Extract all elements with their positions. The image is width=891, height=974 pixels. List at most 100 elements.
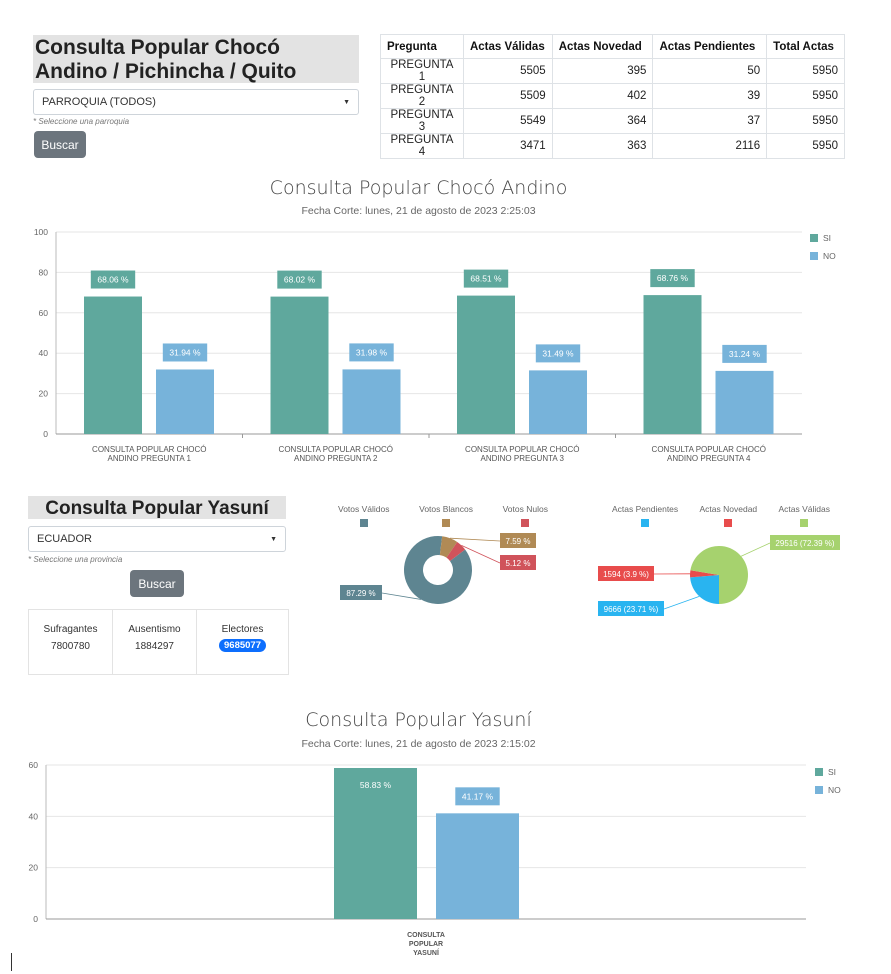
legend-item-nulos[interactable]: Votos Nulos (503, 504, 548, 532)
choco-search-button[interactable]: Buscar (34, 131, 86, 158)
choco-chart-subtitle: Fecha Corte: lunes, 21 de agosto de 2023… (301, 205, 536, 217)
y-tick-label: 0 (43, 429, 48, 439)
legend-item-si[interactable]: SI (810, 233, 836, 243)
stat-value: 7800780 (51, 641, 90, 652)
data-label-box (463, 269, 509, 288)
x-category-label: POPULAR (409, 941, 443, 948)
legend-swatch-blancos (442, 519, 451, 527)
donut-leader-line (450, 537, 501, 542)
actas-table: Pregunta Actas Válidas Actas Novedad Act… (380, 34, 845, 159)
table-cell: 5950 (766, 58, 845, 84)
provincia-select-value: ECUADOR (37, 533, 93, 545)
data-label-box (598, 601, 664, 616)
stat-ausentismo: Ausentismo 1884297 (113, 610, 197, 674)
y-tick-label: 0 (33, 914, 38, 924)
table-row: PREGUNTA 3 5549 364 37 5950 (380, 108, 845, 134)
legend-label: Votos Nulos (502, 504, 548, 514)
table-row: PREGUNTA 1 5505 395 50 5950 (380, 58, 845, 84)
data-label-box (722, 344, 767, 363)
stat-label: Sufragantes (43, 624, 98, 635)
stats-card: Sufragantes 7800780 Ausentismo 1884297 E… (28, 609, 289, 675)
legend-item-validos[interactable]: Votos Válidos (338, 504, 390, 532)
data-label: 68.02 % (284, 275, 316, 285)
legend-label: SI (828, 767, 837, 777)
stat-label: Electores (221, 624, 264, 635)
data-label: 31.24 % (729, 349, 761, 359)
status-badge: 9685077 (219, 639, 266, 652)
provincia-select[interactable]: ECUADOR ▼ (28, 526, 286, 552)
pie-slice (690, 570, 719, 578)
table-cell: 402 (551, 83, 654, 109)
bar-no (529, 370, 587, 434)
legend-label: Actas Pendientes (612, 504, 679, 514)
x-category-label: ANDINO PREGUNTA 4 (667, 454, 751, 463)
data-label: 29516 (72.39 %) (775, 539, 834, 548)
data-label-box (90, 270, 136, 289)
table-cell: PREGUNTA 4 (380, 133, 464, 159)
bar-no (436, 813, 519, 919)
x-category-label: YASUNÍ (413, 948, 440, 957)
data-label: 31.94 % (169, 347, 201, 357)
pie-leader-line (740, 542, 771, 557)
legend-item-no[interactable]: NO (810, 251, 836, 261)
legend-item-validas[interactable]: Actas Válidas (778, 504, 831, 532)
data-label: 31.98 % (356, 347, 388, 357)
yasuni-search-button[interactable]: Buscar (130, 570, 184, 597)
table-cell: 395 (551, 58, 654, 84)
bar-si (643, 295, 702, 434)
stat-electores: Electores 9685077 (197, 610, 288, 674)
legend-item-pendientes[interactable]: Actas Pendientes (612, 504, 678, 532)
data-label-box (770, 535, 840, 550)
table-cell: 50 (652, 58, 768, 84)
table-cell: 5950 (766, 108, 845, 134)
choco-legend: SI NO (810, 233, 836, 261)
legend-swatch-validas (800, 519, 809, 527)
legend-item-no[interactable]: NO (815, 785, 841, 795)
table-header-row: Pregunta Actas Válidas Actas Novedad Act… (380, 34, 845, 59)
table-header-cell: Actas Novedad (551, 34, 654, 59)
legend-label: Actas Novedad (699, 504, 758, 514)
y-tick-label: 80 (39, 267, 49, 277)
pie-slice (690, 546, 748, 604)
donut-leader-line (381, 592, 422, 600)
data-label-box (650, 269, 695, 288)
choco-page-title: Consulta Popular Chocó Andino / Pichinch… (33, 35, 359, 83)
table-cell: 37 (652, 108, 768, 134)
legend-item-blancos[interactable]: Votos Blancos (419, 504, 473, 532)
bar-no (715, 370, 774, 434)
y-tick-label: 100 (34, 227, 48, 237)
donut-leader-line (461, 545, 501, 564)
table-cell: 3471 (462, 133, 553, 159)
data-label-box (349, 343, 394, 362)
pie-leader-line (663, 595, 700, 610)
x-category-label: ANDINO PREGUNTA 1 (108, 454, 192, 463)
x-category-label: ANDINO PREGUNTA 2 (294, 454, 378, 463)
stat-sufragantes: Sufragantes 7800780 (29, 610, 113, 674)
legend-swatch-nulos (521, 519, 530, 527)
legend-swatch-validos (359, 519, 368, 527)
legend-label: Actas Válidas (778, 504, 831, 514)
x-category-label: CONSULTA (407, 932, 445, 939)
data-label-box (162, 343, 208, 362)
parroquia-select[interactable]: PARROQUIA (TODOS) ▼ (33, 89, 359, 115)
legend-swatch-novedad (724, 519, 733, 527)
table-cell: PREGUNTA 1 (380, 58, 464, 84)
table-cell: 363 (551, 133, 654, 159)
provincia-hint: * Seleccione una provincia (28, 555, 123, 564)
legend-swatch-si (810, 234, 818, 242)
data-label-box (340, 585, 382, 600)
legend-swatch-no (815, 786, 823, 794)
y-tick-label: 40 (29, 811, 39, 821)
actas-legend: Actas Pendientes Actas Novedad Actas Vál… (612, 504, 830, 532)
data-label: 68.76 % (657, 273, 689, 283)
legend-item-novedad[interactable]: Actas Novedad (699, 504, 758, 532)
votos-legend: Votos Válidos Votos Blancos Votos Nulos (338, 504, 548, 532)
votos-donut-chart: 87.29 % 7.59 % 5.12 % (340, 533, 536, 604)
parroquia-select-value: PARROQUIA (TODOS) (42, 96, 156, 108)
table-header-cell: Actas Válidas (462, 34, 553, 59)
legend-item-si[interactable]: SI (815, 767, 841, 777)
y-tick-label: 20 (39, 389, 49, 399)
parroquia-hint: * Seleccione una parroquia (33, 117, 130, 126)
actas-pie-chart: 9666 (23.71 %) 1594 (3.9 %) 29516 (72.39 %… (598, 535, 840, 616)
data-label-box (598, 566, 654, 581)
